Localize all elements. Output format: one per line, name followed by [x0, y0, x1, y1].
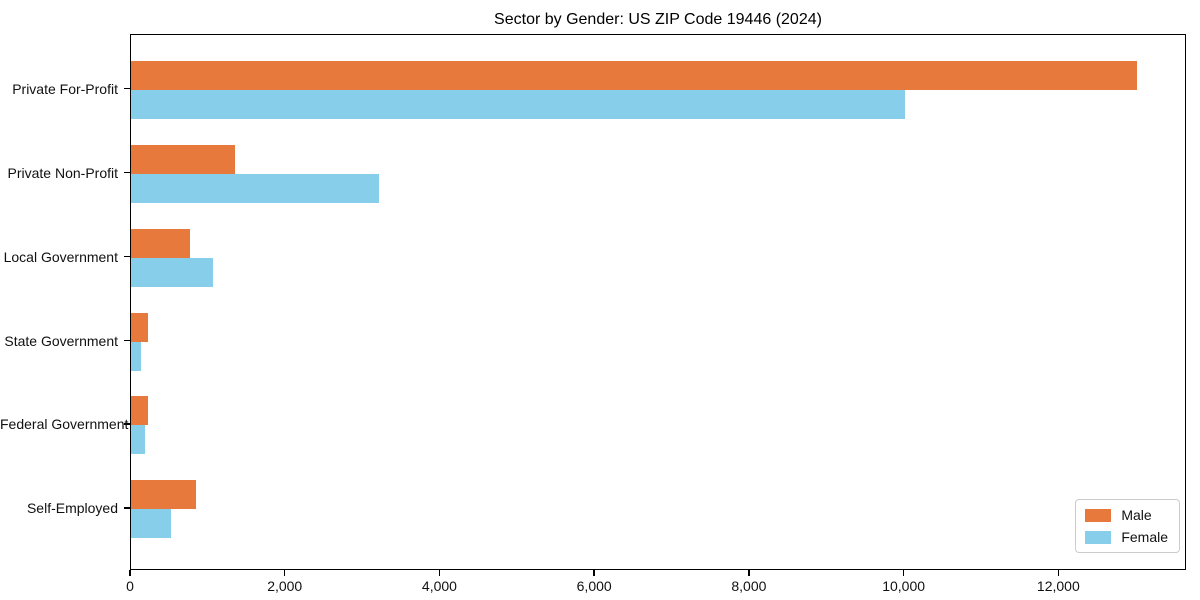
x-axis-tick — [129, 570, 131, 576]
x-tick-label: 4,000 — [421, 578, 457, 594]
legend-label-male: Male — [1121, 507, 1152, 523]
bar-male-4 — [131, 312, 149, 342]
bar-female-6 — [131, 509, 172, 539]
y-category-label: Private Non-Profit — [7, 164, 118, 181]
legend-label-female: Female — [1121, 529, 1168, 545]
bar-male-5 — [131, 396, 148, 426]
plot-area: Male Female — [130, 34, 1186, 570]
x-tick-label: 10,000 — [882, 578, 926, 594]
y-category-label: Federal Government — [0, 416, 129, 433]
bar-female-2 — [131, 173, 379, 203]
y-axis-tick — [124, 507, 130, 509]
bar-female-1 — [131, 89, 905, 119]
x-axis-tick — [748, 570, 750, 576]
x-axis-tick — [283, 570, 286, 576]
legend: Male Female — [1075, 499, 1180, 553]
legend-item-male: Male — [1085, 507, 1168, 523]
bar-male-1 — [131, 60, 1137, 90]
x-tick-label: 0 — [126, 578, 134, 594]
bar-female-3 — [131, 257, 213, 287]
x-tick-label: 8,000 — [731, 578, 767, 594]
y-category-label: Local Government — [3, 248, 118, 265]
y-category-label: Self-Employed — [26, 500, 118, 517]
y-axis-tick — [124, 87, 130, 90]
x-axis-tick — [1057, 570, 1060, 576]
legend-item-female: Female — [1085, 529, 1168, 545]
bar-male-2 — [131, 144, 235, 174]
bar-male-3 — [131, 228, 190, 258]
x-tick-label: 6,000 — [576, 578, 612, 594]
legend-swatch-female-icon — [1085, 530, 1112, 544]
y-axis-tick — [124, 339, 130, 342]
y-category-label: State Government — [4, 332, 118, 349]
legend-swatch-male-icon — [1085, 508, 1112, 522]
bar-male-6 — [131, 480, 196, 510]
y-axis-tick — [124, 255, 130, 258]
x-axis-tick — [593, 570, 595, 576]
x-axis-tick — [902, 570, 905, 576]
x-tick-label: 12,000 — [1036, 578, 1080, 594]
bar-female-4 — [131, 341, 142, 371]
y-axis-tick — [124, 423, 130, 425]
x-tick-label: 2,000 — [267, 578, 303, 594]
y-axis-tick — [124, 171, 130, 174]
chart-title: Sector by Gender: US ZIP Code 19446 (202… — [494, 11, 822, 28]
x-axis-tick — [438, 570, 441, 576]
bar-female-5 — [131, 425, 145, 455]
y-category-label: Private For-Profit — [12, 80, 118, 97]
